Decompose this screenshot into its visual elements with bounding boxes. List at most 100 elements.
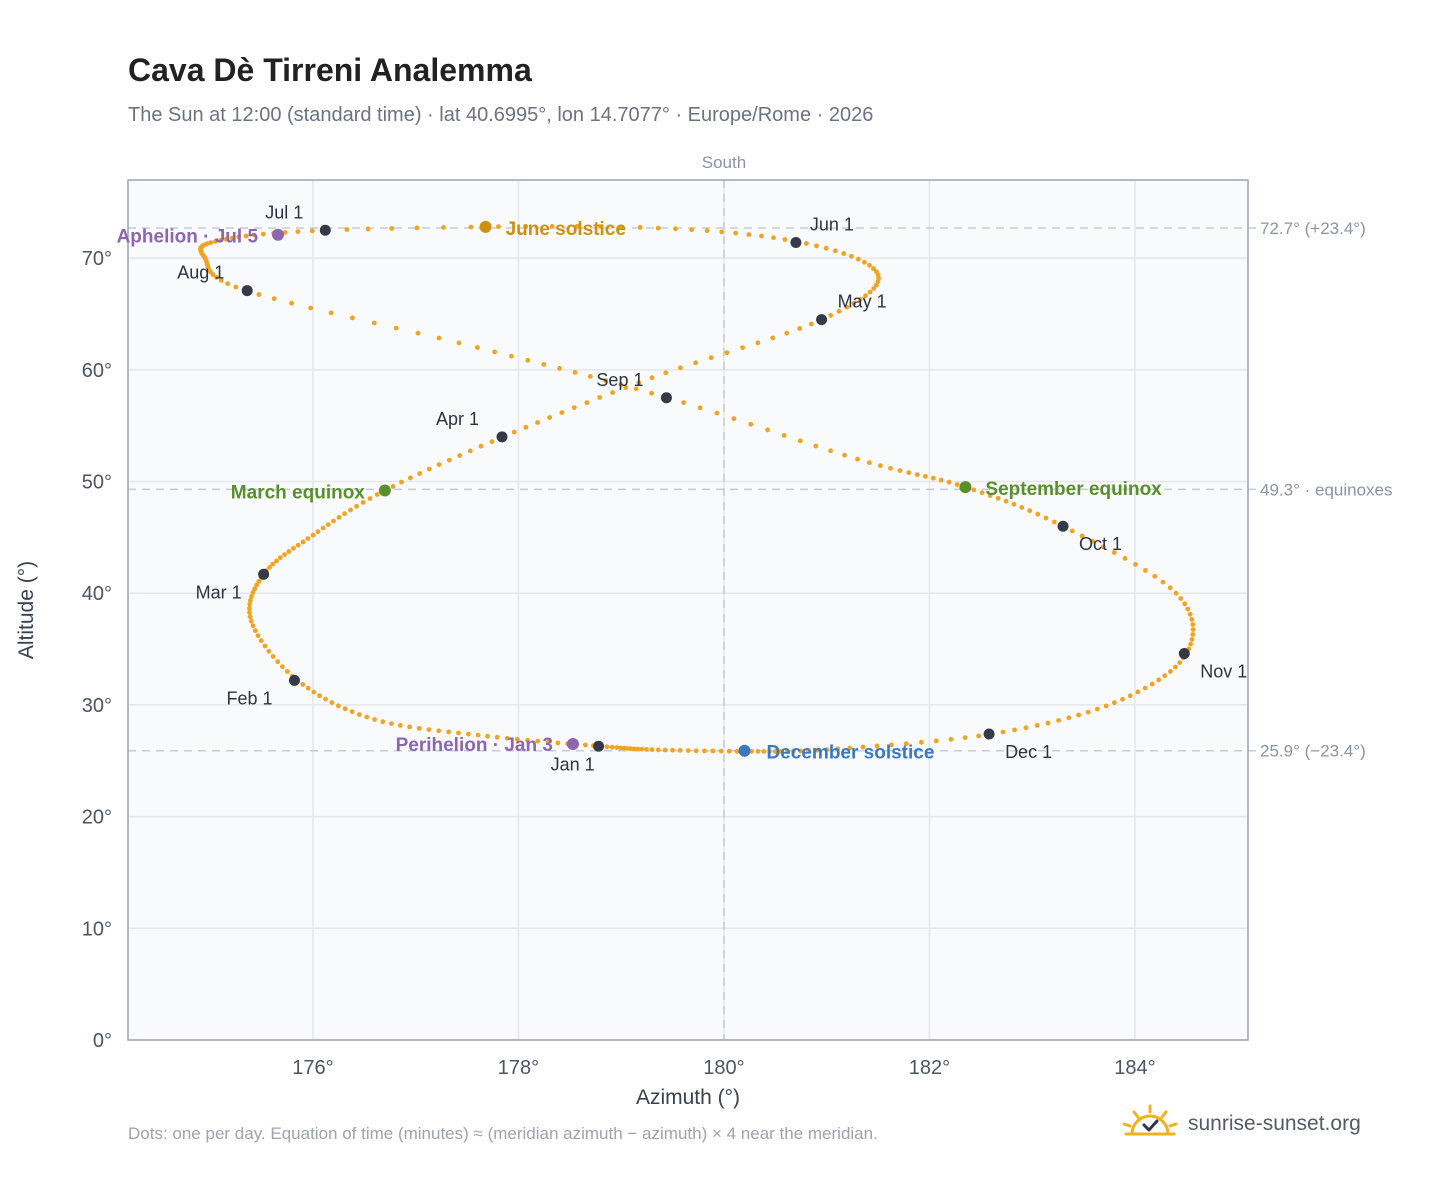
daily-dot: [485, 733, 490, 739]
daily-dot: [407, 724, 412, 730]
daily-dot: [274, 558, 279, 564]
daily-dot: [1152, 573, 1158, 579]
daily-dot: [976, 733, 981, 739]
daily-dot: [622, 745, 627, 751]
daily-dot: [249, 594, 254, 599]
daily-dot: [229, 235, 235, 241]
daily-dot: [415, 330, 421, 336]
daily-dot: [609, 744, 615, 750]
daily-dot: [874, 743, 880, 749]
month-label: Mar 1: [196, 582, 242, 602]
daily-dot: [456, 340, 462, 346]
daily-dot: [855, 456, 860, 462]
daily-dot: [1052, 519, 1057, 525]
month-marker: [241, 285, 253, 297]
y-tick-label: 70°: [82, 248, 112, 270]
daily-dot: [1190, 632, 1196, 637]
daily-dot: [494, 734, 500, 740]
axes: 176° 178° 180° 182° 184° 0° 10° 20° 30° 40° 50° 60°…: [15, 248, 1156, 1109]
daily-dot: [797, 326, 802, 331]
daily-dot: [618, 382, 624, 387]
daily-dot: [247, 610, 252, 615]
daily-dot: [1127, 693, 1133, 699]
daily-dot: [746, 232, 752, 237]
month-marker: [660, 392, 672, 404]
month-label: Jun 1: [810, 215, 854, 235]
daily-dot: [467, 448, 473, 454]
daily-dot: [923, 474, 928, 479]
daily-dot: [765, 427, 770, 433]
daily-dot: [504, 735, 510, 741]
daily-dot: [1168, 669, 1173, 674]
month-label: Jul 1: [265, 202, 303, 222]
daily-dot: [631, 746, 637, 752]
y-tick-label: 10°: [82, 918, 112, 940]
daily-dot: [509, 353, 514, 359]
daily-dot: [247, 614, 253, 620]
daily-dot: [309, 228, 315, 234]
daily-dot: [356, 712, 362, 717]
chart-title: Cava Dè Tirreni Analemma: [128, 52, 532, 88]
y-tick-label: 40°: [82, 583, 112, 605]
daily-dot: [618, 224, 624, 230]
daily-dot: [1182, 601, 1188, 607]
daily-dot: [946, 479, 952, 485]
daily-dot: [367, 496, 373, 501]
daily-dot: [310, 532, 316, 538]
daily-dot: [280, 664, 285, 670]
month-label: Sep 1: [596, 370, 643, 390]
event-label: December solstice: [767, 743, 935, 764]
daily-dot: [610, 390, 615, 395]
daily-dot: [693, 360, 698, 366]
daily-dot: [995, 495, 1001, 501]
daily-dot: [315, 529, 321, 535]
y-tick-label: 50°: [82, 472, 112, 494]
daily-dot: [271, 296, 277, 302]
brand[interactable]: sunrise-sunset.org: [1122, 1104, 1361, 1144]
footnote: Dots: one per day. Equation of time (min…: [128, 1124, 878, 1143]
daily-dot: [250, 590, 256, 595]
daily-dot: [767, 749, 772, 754]
daily-dot: [1035, 511, 1041, 517]
daily-dot: [342, 511, 347, 517]
month-label: Feb 1: [226, 688, 272, 708]
daily-dot: [813, 443, 819, 449]
daily-dot: [655, 225, 661, 231]
daily-dot: [678, 365, 683, 371]
daily-dot: [863, 293, 868, 299]
daily-dot: [1112, 700, 1117, 706]
daily-dot: [597, 395, 603, 400]
daily-dot: [587, 374, 593, 379]
daily-dot: [823, 245, 829, 251]
daily-dot: [489, 439, 495, 444]
daily-dot: [814, 747, 820, 753]
event-marker: [566, 738, 579, 751]
daily-dot: [731, 416, 737, 422]
daily-dot: [889, 742, 894, 748]
daily-dot: [649, 747, 655, 752]
daily-dot: [689, 227, 694, 233]
daily-dot: [311, 689, 317, 695]
month-marker: [816, 314, 828, 326]
daily-dot: [475, 732, 481, 738]
month-label: May 1: [838, 292, 887, 312]
daily-dot: [806, 748, 811, 754]
daily-dot: [250, 623, 256, 629]
event-label: Perihelion · Jan 3: [396, 735, 553, 756]
daily-dot: [414, 225, 420, 231]
daily-dot: [374, 492, 380, 497]
daily-dot: [719, 229, 725, 235]
daily-dot: [574, 223, 580, 229]
daily-dot: [782, 237, 788, 242]
daily-dot: [252, 586, 257, 592]
daily-dot: [300, 682, 306, 687]
daily-dot: [938, 477, 944, 483]
daily-dot: [397, 723, 403, 728]
daily-dot: [1056, 718, 1061, 723]
daily-dot: [919, 739, 924, 745]
daily-dot: [248, 598, 253, 603]
daily-dot: [649, 375, 655, 381]
month-label: Oct 1: [1079, 534, 1122, 554]
daily-dot: [252, 628, 258, 633]
